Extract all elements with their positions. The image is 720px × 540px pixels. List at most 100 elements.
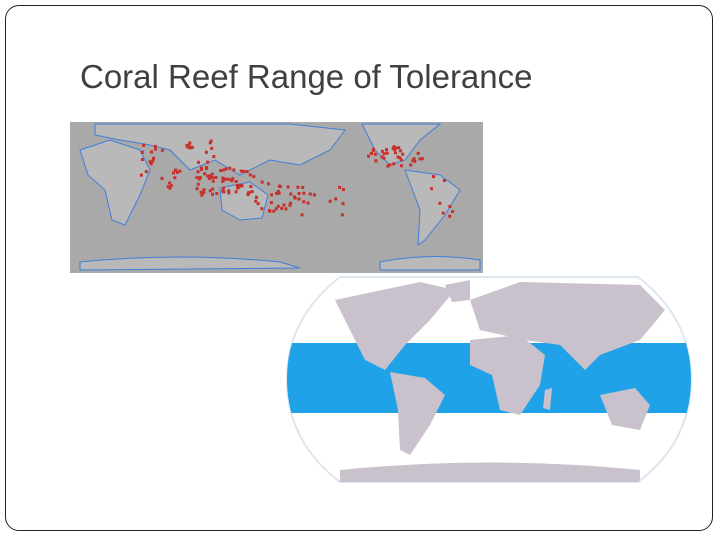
reef-dot (219, 169, 223, 173)
reef-dot (413, 159, 417, 163)
reef-dot (250, 190, 254, 194)
reef-dot (280, 206, 284, 210)
reef-dot (189, 145, 193, 149)
reef-dot (222, 178, 225, 182)
reef-dot (204, 166, 208, 169)
reef-dot (451, 210, 455, 213)
reef-dot (223, 177, 227, 181)
greenland (445, 280, 470, 302)
madagascar (543, 388, 552, 410)
reef-dot (301, 186, 305, 189)
reef-dot (448, 205, 452, 208)
reef-dot (289, 201, 293, 205)
reef-dot (411, 159, 415, 163)
reef-dot (237, 185, 241, 189)
north-america (335, 282, 455, 370)
reef-dot (238, 183, 241, 187)
reef-dot (442, 179, 446, 182)
reef-dot (202, 191, 206, 195)
reef-dot (272, 209, 276, 213)
land-masses (79, 123, 481, 271)
reef-dot (297, 197, 301, 201)
reef-dot (140, 150, 144, 154)
reef-dot (260, 207, 264, 211)
reef-dot (297, 192, 301, 195)
reef-dot (208, 174, 212, 178)
reef-dot (245, 170, 249, 174)
reef-dot (239, 169, 243, 173)
reef-dot (195, 176, 199, 180)
reef-dot (448, 214, 452, 218)
reef-dot (234, 180, 238, 183)
reef-dot (173, 176, 177, 180)
reef-dot (210, 172, 214, 176)
reef-dot (367, 154, 370, 158)
reef-dot (166, 185, 170, 189)
eurasia (470, 282, 665, 370)
reef-dot (230, 179, 234, 183)
reef-dot (276, 204, 280, 208)
reef-dot (246, 191, 250, 195)
reef-dot (196, 170, 200, 174)
reef-dot (432, 175, 435, 179)
reef-dot (252, 175, 256, 179)
reef-dot (388, 163, 392, 167)
reef-dot (149, 162, 153, 166)
reef-dot (369, 152, 373, 155)
reef-dot (385, 148, 388, 152)
reef-dot (211, 176, 215, 180)
reef-dot (260, 180, 264, 184)
reef-dot (234, 190, 238, 194)
north-america (361, 123, 442, 166)
reef-dot (222, 190, 226, 194)
reef-dot (178, 169, 182, 173)
reef-dot (221, 179, 225, 183)
reef-dot (150, 150, 153, 154)
reef-dot (142, 143, 146, 147)
south-america (390, 372, 445, 455)
reef-dot (441, 211, 445, 215)
reef-dot (386, 164, 390, 168)
reef-dot (175, 170, 179, 174)
reef-dot (340, 213, 344, 217)
reef-dot (227, 191, 231, 195)
reef-dot (289, 192, 293, 196)
reef-dot (284, 207, 288, 211)
reef-dot (302, 200, 306, 204)
reef-dot (211, 192, 214, 196)
reef-dot (214, 176, 218, 179)
reef-dot (275, 191, 278, 195)
reef-dot (338, 185, 342, 189)
antarctica-west (79, 256, 301, 271)
reef-dot (152, 156, 156, 160)
reef-dot (371, 147, 375, 151)
reef-dot (282, 203, 286, 207)
reef-dot (341, 202, 345, 206)
reef-dot (268, 209, 272, 213)
reef-dot (148, 160, 152, 164)
reef-dot (228, 166, 232, 170)
reef-dot (160, 148, 164, 152)
reef-dot (288, 203, 292, 207)
map-content (287, 280, 691, 482)
reef-dot (385, 151, 389, 155)
reef-dot (211, 187, 215, 191)
south-america (404, 169, 461, 247)
reef-dot (302, 191, 306, 195)
reef-dot (300, 213, 304, 217)
reef-dot (249, 185, 253, 188)
reef-dot (399, 164, 403, 168)
reef-dot (168, 186, 172, 190)
reef-dot (254, 199, 258, 203)
reef-dot (399, 158, 403, 162)
reef-dot (209, 139, 213, 143)
slide-title: Coral Reef Range of Tolerance (80, 58, 533, 95)
slide-frame (5, 5, 713, 531)
reef-dot (398, 156, 402, 160)
reef-dot (382, 152, 386, 156)
reef-dot (196, 182, 200, 186)
reef-dot (202, 188, 206, 192)
reef-dot (144, 170, 148, 174)
reef-dot (206, 174, 210, 178)
